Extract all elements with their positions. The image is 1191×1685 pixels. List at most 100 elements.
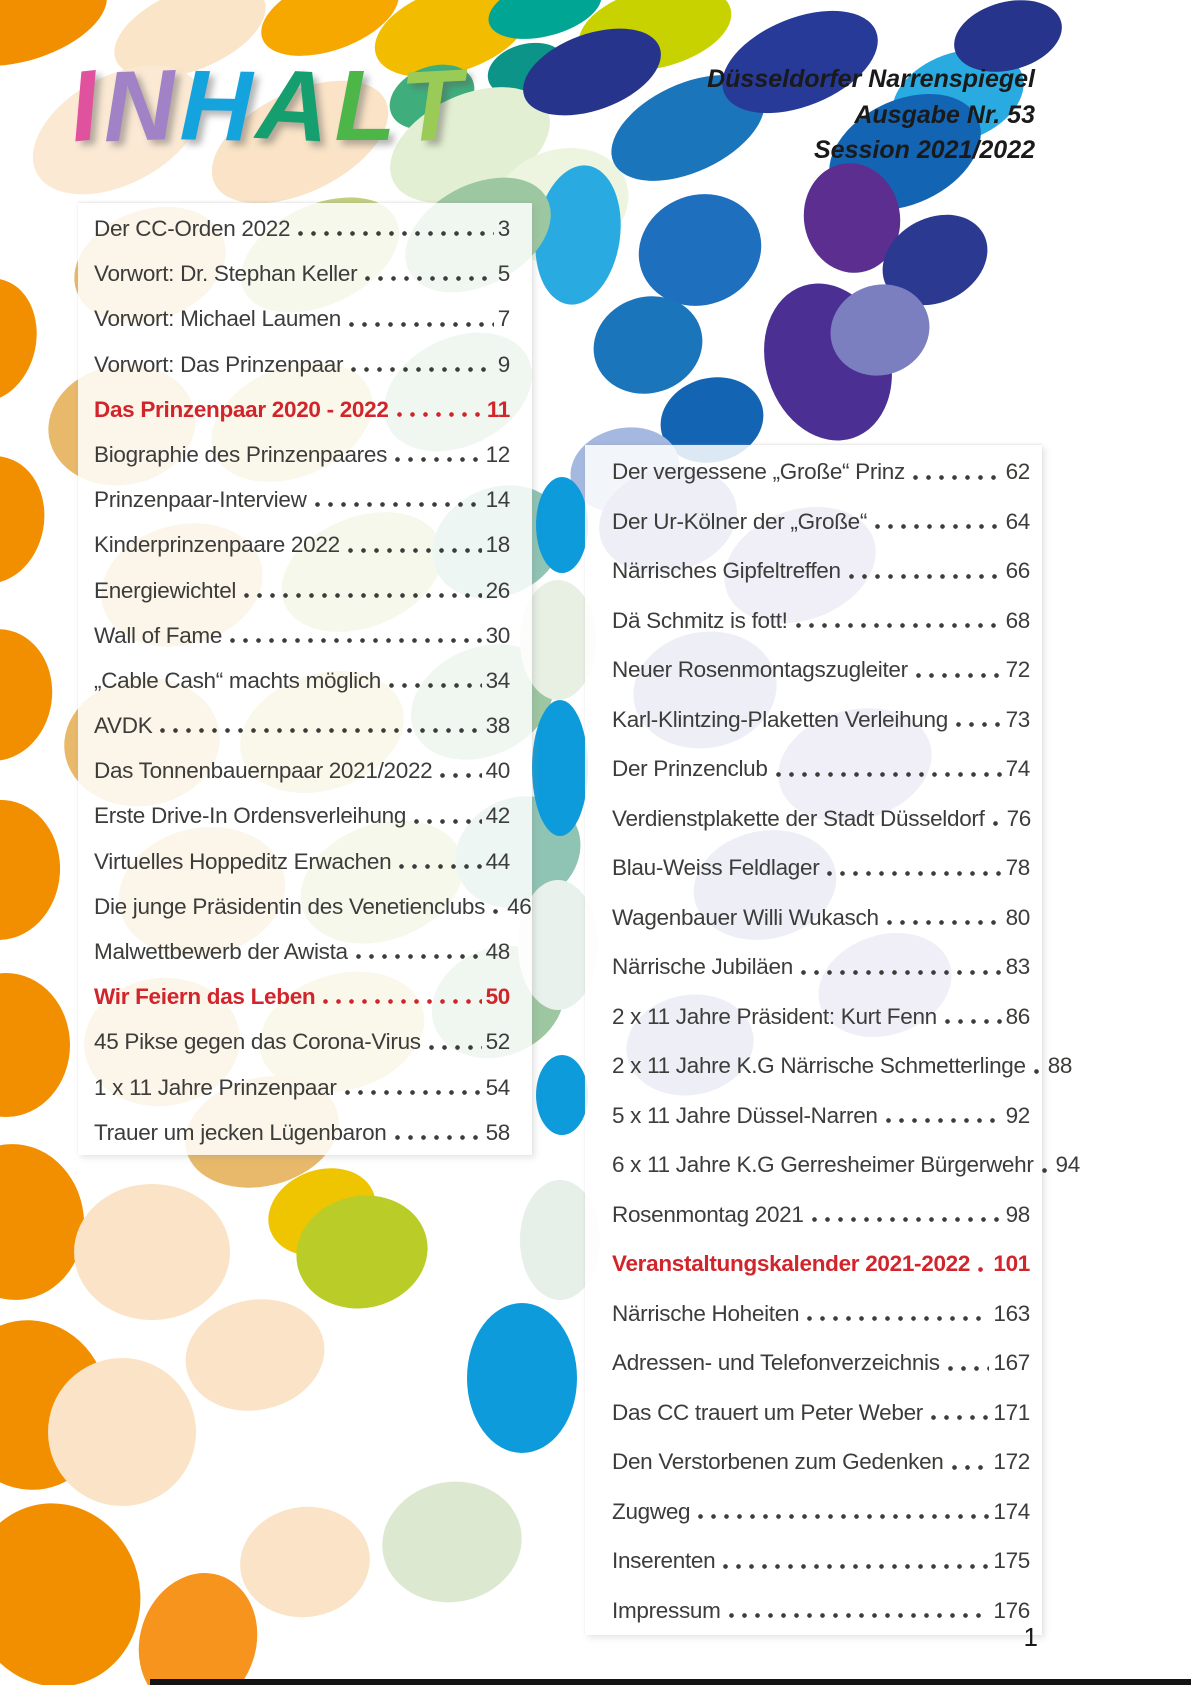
toc-entry-label: 5 x 11 Jahre Düssel-Narren [612, 1102, 878, 1128]
toc-entry-label: Neuer Rosenmontagszugleiter [612, 657, 908, 682]
toc-entry-page: 9 [497, 351, 511, 377]
page-title: INHALT [64, 48, 469, 164]
toc-entry: Rosenmontag 2021 98 [612, 1190, 1030, 1240]
toc-entry: Vorwort: Das Prinzenpaar 9 [94, 342, 510, 387]
toc-entry: Neuer Rosenmontagszugleiter 72 [612, 645, 1030, 695]
toc-entry-label: Virtuelles Hoppeditz Erwachen [94, 848, 392, 874]
toc-entry-label: Malwettbewerb der Awista [94, 939, 348, 964]
toc-entry: 6 x 11 Jahre K.G Gerresheimer Bürgerwehr… [612, 1140, 1080, 1190]
dot-leader [848, 573, 1002, 579]
toc-entry: Das Tonnenbauernpaar 2021/2022 40 [94, 748, 510, 793]
toc-entry-page: 58 [485, 1119, 511, 1145]
toc-entry-page: 5 [497, 261, 511, 287]
toc-entry-label: „Cable Cash“ machts möglich [94, 667, 382, 693]
toc-entry-label: Impressum [612, 1597, 721, 1623]
toc-entry: Adressen- und Telefonverzeichnis 167 [612, 1338, 1030, 1388]
dot-leader [800, 969, 1002, 975]
toc-entry: Närrisches Gipfeltreffen 66 [612, 546, 1030, 596]
toc-entry: Erste Drive-In Ordensverleihung 42 [94, 793, 510, 838]
toc-entry-page: 86 [1005, 1003, 1031, 1029]
toc-entry-page: 101 [993, 1251, 1030, 1276]
toc-entry-label: Biographie des Prinzenpaares [94, 441, 388, 467]
dot-leader [323, 999, 482, 1005]
toc-entry: Der vergessene „Große“ Prinz 62 [612, 447, 1030, 497]
toc-entry-label: Inserenten [612, 1548, 716, 1573]
toc-entry: Der CC-Orden 2022 3 [94, 206, 510, 251]
toc-entry-label: Vorwort: Michael Laumen [94, 306, 341, 332]
toc-entry: Prinzenpaar-Interview 14 [94, 477, 510, 522]
masthead: Düsseldorfer Narrenspiegel Ausgabe Nr. 5… [707, 62, 1035, 169]
toc-entry-page: 175 [993, 1548, 1030, 1573]
toc-entry-page: 68 [1005, 607, 1031, 633]
toc-entry-page: 18 [485, 532, 511, 558]
toc-entry-label: Das CC trauert um Peter Weber [612, 1399, 923, 1425]
toc-entry-page: 163 [993, 1300, 1030, 1326]
toc-entry: 45 Pikse gegen das Corona-Virus 52 [94, 1019, 510, 1064]
dot-leader [394, 1134, 482, 1140]
page-number: 1 [1023, 1622, 1038, 1652]
toc-entry-label: Wall of Fame [94, 622, 223, 648]
dot-leader [992, 821, 1003, 826]
dot-leader [728, 1613, 990, 1618]
toc-entry: Virtuelles Hoppeditz Erwachen 44 [94, 839, 510, 884]
toc-entry: Das CC trauert um Peter Weber 171 [612, 1388, 1030, 1438]
toc-entry: Närrische Hoheiten 163 [612, 1289, 1030, 1339]
toc-entry-label: Wir Feiern das Leben [94, 984, 316, 1010]
toc-entry: Blau-Weiss Feldlager 78 [612, 843, 1030, 893]
toc-entry-label: Das Tonnenbauernpaar 2021/2022 [94, 758, 433, 784]
dot-leader [348, 321, 494, 327]
title-letter: H [179, 49, 259, 163]
dot-leader [885, 1118, 1002, 1123]
dot-leader [298, 231, 494, 237]
toc-entry-page: 88 [1047, 1053, 1073, 1078]
toc-entry-page: 64 [1005, 508, 1031, 534]
toc-entry: Biographie des Prinzenpaares 12 [94, 432, 510, 477]
toc-entry-page: 171 [993, 1399, 1030, 1425]
toc-entry: Der Prinzenclub 74 [612, 744, 1030, 794]
toc-entry-page: 62 [1005, 459, 1031, 484]
toc-entry-page: 30 [485, 622, 511, 648]
toc-entry: Vorwort: Dr. Stephan Keller 5 [94, 251, 510, 296]
toc-entry: 5 x 11 Jahre Düssel-Narren 92 [612, 1091, 1030, 1141]
dot-leader [1033, 1068, 1044, 1074]
dot-leader [399, 863, 482, 869]
dot-leader [775, 771, 1002, 777]
toc-entry-label: Blau-Weiss Feldlager [612, 855, 820, 880]
dot-leader [723, 1563, 990, 1569]
toc-entry: Zugweg 174 [612, 1487, 1030, 1537]
toc-entry: Energiewichtel 26 [94, 568, 510, 613]
toc-entry-label: Närrische Hoheiten [612, 1300, 800, 1326]
dot-leader [414, 818, 482, 824]
toc-entry: Trauer um jecken Lügenbaron 58 [94, 1110, 510, 1155]
toc-entry-page: 46 [507, 893, 532, 919]
toc-entry-label: Veranstaltungskalender 2021-2022 [612, 1251, 971, 1276]
toc-entry-page: 34 [485, 667, 511, 693]
toc-entry-label: Der Ur-Kölner der „Große“ [612, 508, 868, 534]
toc-entry-page: 3 [497, 216, 511, 241]
toc-entry: Die junge Präsidentin des Venetienclubs 4… [94, 884, 532, 929]
toc-entry-page: 26 [485, 577, 511, 603]
toc-entry-page: 98 [1005, 1201, 1031, 1227]
toc-entry: Wall of Fame 30 [94, 613, 510, 658]
dot-leader [440, 773, 482, 779]
dot-leader [931, 1415, 990, 1420]
toc-entry-page: 94 [1055, 1152, 1081, 1177]
dot-leader [978, 1266, 990, 1272]
toc-entry-label: Wagenbauer Willi Wukasch [612, 904, 879, 930]
toc-entry: Kinderprinzenpaare 2022 18 [94, 522, 510, 567]
dot-leader [875, 524, 1002, 529]
toc-entry-label: Prinzenpaar-Interview [94, 487, 307, 513]
toc-entry-label: Vorwort: Dr. Stephan Keller [94, 261, 358, 287]
toc-entry: Karl-Klintzing-Plaketten Verleihung 73 [612, 695, 1030, 745]
toc-entry-label: Der Prinzenclub [612, 756, 768, 781]
toc-entry-label: 1 x 11 Jahre Prinzenpaar [94, 1074, 337, 1100]
dot-leader [351, 366, 494, 372]
toc-entry: Der Ur-Kölner der „Große“ 64 [612, 497, 1030, 547]
toc-entry-page: 172 [993, 1449, 1030, 1474]
toc-entry: Malwettbewerb der Awista 48 [94, 929, 510, 974]
toc-entry-page: 72 [1005, 657, 1031, 682]
toc-entry-page: 54 [485, 1074, 511, 1100]
session-label: Session 2021/2022 [814, 136, 1035, 164]
dot-leader [244, 592, 482, 598]
issue-number: Ausgabe Nr. 53 [854, 100, 1035, 129]
